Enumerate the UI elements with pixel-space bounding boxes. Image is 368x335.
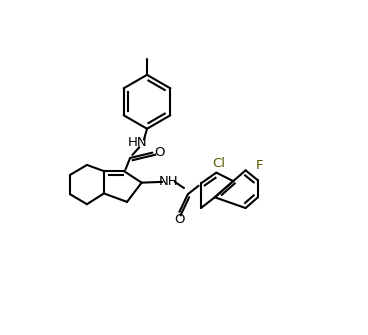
Text: HN: HN <box>128 136 148 149</box>
Text: Cl: Cl <box>212 157 225 170</box>
Text: O: O <box>154 146 164 159</box>
Text: O: O <box>174 213 185 226</box>
Text: F: F <box>256 159 263 172</box>
Text: NH: NH <box>159 176 178 188</box>
